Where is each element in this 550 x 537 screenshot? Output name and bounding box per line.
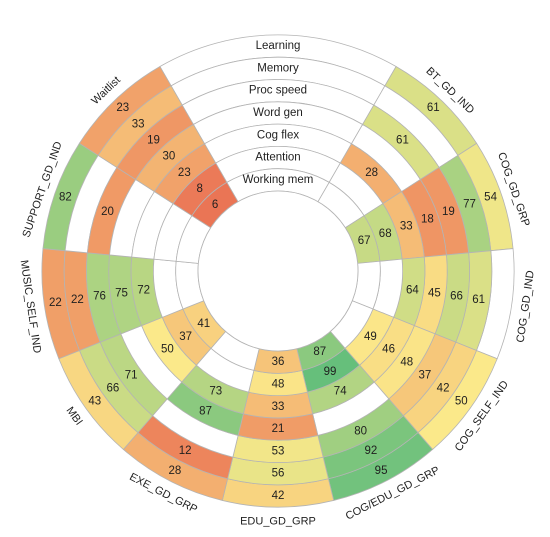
ring-label-working-mem: Working mem bbox=[243, 174, 314, 186]
value-label: 99 bbox=[324, 366, 337, 378]
value-label: 18 bbox=[421, 213, 434, 225]
value-label: 28 bbox=[365, 167, 378, 179]
value-label: 30 bbox=[163, 151, 176, 163]
ring-label-cog-flex: Cog flex bbox=[257, 129, 299, 141]
category-label-music-self-ind: MUSIC_SELF_IND bbox=[18, 259, 43, 354]
value-label: 66 bbox=[450, 291, 463, 303]
value-label: 72 bbox=[137, 284, 150, 296]
value-label: 46 bbox=[382, 344, 395, 356]
ring-label-memory: Memory bbox=[257, 62, 299, 74]
value-label: 76 bbox=[93, 291, 106, 303]
value-label: 33 bbox=[132, 118, 145, 130]
value-label: 54 bbox=[484, 191, 497, 203]
value-label: 66 bbox=[107, 383, 120, 395]
value-label: 48 bbox=[272, 378, 285, 390]
ring-label-word-gen: Word gen bbox=[253, 107, 303, 119]
value-label: 22 bbox=[49, 297, 62, 309]
value-label: 42 bbox=[272, 490, 285, 502]
value-label: 74 bbox=[334, 386, 347, 398]
value-label: 48 bbox=[400, 357, 413, 369]
value-label: 77 bbox=[463, 199, 476, 211]
value-label: 22 bbox=[71, 294, 84, 306]
ring-label-attention: Attention bbox=[255, 152, 300, 164]
value-label: 12 bbox=[179, 445, 192, 457]
value-label: 68 bbox=[379, 228, 392, 240]
value-label: 23 bbox=[178, 167, 191, 179]
value-label: 8 bbox=[197, 183, 203, 195]
cells-layer bbox=[41, 34, 515, 508]
value-label: 19 bbox=[442, 206, 455, 218]
value-label: 73 bbox=[209, 386, 222, 398]
category-label-cog-gd-ind: COG_GD_IND bbox=[515, 270, 537, 344]
value-label: 23 bbox=[116, 102, 129, 114]
value-label: 87 bbox=[313, 346, 326, 358]
value-label: 71 bbox=[125, 370, 138, 382]
value-label: 41 bbox=[197, 318, 210, 330]
value-label: 20 bbox=[101, 206, 114, 218]
ring-labels-layer: Learning Memory Proc speed Word gen Cog flex… bbox=[243, 40, 314, 186]
value-label: 61 bbox=[427, 102, 440, 114]
value-label: 87 bbox=[199, 405, 212, 417]
value-label: 80 bbox=[354, 425, 367, 437]
value-label: 37 bbox=[419, 370, 432, 382]
value-label: 42 bbox=[437, 383, 450, 395]
value-label: 82 bbox=[59, 191, 72, 203]
value-label: 33 bbox=[272, 401, 285, 413]
value-label: 28 bbox=[169, 465, 182, 477]
value-label: 19 bbox=[147, 134, 160, 146]
value-label: 56 bbox=[272, 468, 285, 480]
value-label: 37 bbox=[179, 331, 192, 343]
value-label: 43 bbox=[88, 395, 101, 407]
category-label-mbi: MBI bbox=[64, 405, 85, 428]
value-label: 50 bbox=[161, 344, 174, 356]
value-label: 50 bbox=[455, 395, 468, 407]
value-label: 75 bbox=[115, 287, 128, 299]
value-label: 61 bbox=[472, 294, 485, 306]
value-label: 21 bbox=[272, 423, 285, 435]
value-label: 6 bbox=[212, 199, 218, 211]
value-label: 61 bbox=[396, 134, 409, 146]
ring-label-proc-speed: Proc speed bbox=[249, 85, 307, 97]
value-labels-layer: 6161285477191833686761664564504237484649… bbox=[49, 102, 498, 502]
value-label: 92 bbox=[364, 445, 377, 457]
value-label: 67 bbox=[358, 235, 371, 247]
value-label: 36 bbox=[272, 356, 285, 368]
value-label: 64 bbox=[406, 284, 419, 296]
value-label: 33 bbox=[400, 221, 413, 233]
inner-hole bbox=[197, 190, 359, 352]
value-label: 53 bbox=[272, 445, 285, 457]
value-label: 45 bbox=[428, 287, 441, 299]
value-label: 95 bbox=[375, 465, 388, 477]
ring-label-learning: Learning bbox=[256, 40, 301, 52]
value-label: 49 bbox=[364, 331, 377, 343]
category-label-edu-gd-grp: EDU_GD_GRP bbox=[240, 515, 316, 527]
